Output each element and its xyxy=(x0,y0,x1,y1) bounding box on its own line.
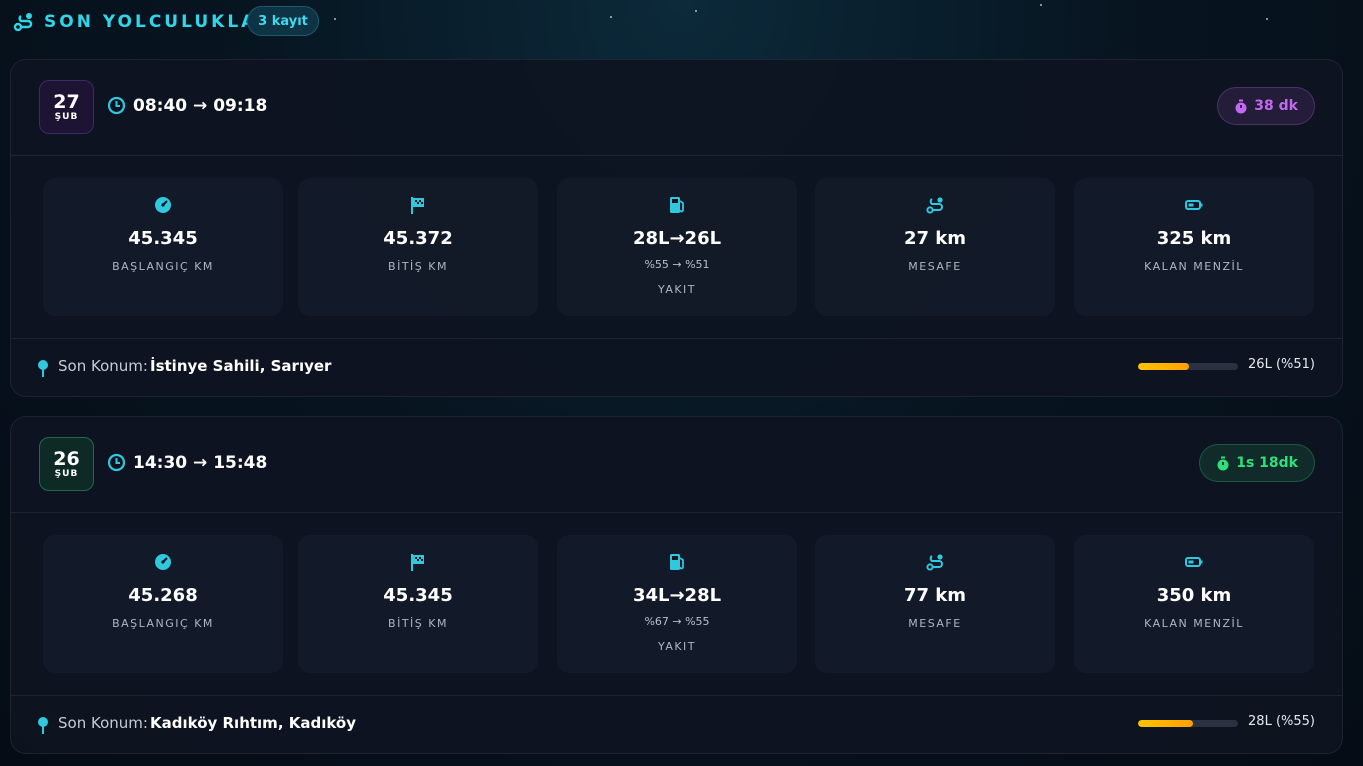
stat-label: MESAFE xyxy=(908,617,962,630)
location-label: Son Konum: xyxy=(58,357,148,375)
duration: 38 dk xyxy=(1254,98,1298,114)
stat-label: MESAFE xyxy=(908,260,962,273)
date-day: 26 xyxy=(53,448,80,470)
stat-value: 28L→26L xyxy=(632,228,722,249)
stat-label: YAKIT xyxy=(657,640,697,653)
stat-value: 34L→28L xyxy=(632,585,722,606)
stat-sub: %67 → %55 xyxy=(644,615,710,628)
trip-card: 27 ŞUB 08:40 → 09:18 38 dk 45.345 BAŞLANGIÇ K… xyxy=(10,59,1343,397)
divider xyxy=(11,695,1342,696)
clock-icon xyxy=(107,453,126,476)
stat-icon xyxy=(408,195,428,219)
stat-tile: 45.345 BAŞLANGIÇ KM xyxy=(43,178,283,316)
stat-icon xyxy=(925,195,945,219)
trip-time: 14:30 → 15:48 xyxy=(133,453,268,473)
stat-sub: %55 → %51 xyxy=(644,258,710,271)
stat-tile: 45.345 BİTİŞ KM xyxy=(298,535,538,673)
route-icon xyxy=(13,13,33,32)
duration-pill: 38 dk xyxy=(1217,87,1315,125)
fuel-bar-track xyxy=(1138,363,1238,370)
stat-icon xyxy=(1184,552,1204,576)
stat-tile: 27 km MESAFE xyxy=(815,178,1055,316)
divider xyxy=(11,338,1342,339)
stat-tile: 28L→26L %55 → %51 YAKIT xyxy=(557,178,797,316)
stat-tile: 350 km KALAN MENZİL xyxy=(1074,535,1314,673)
fuel-label: 26L (%51) xyxy=(1248,357,1315,372)
fuel-label: 28L (%55) xyxy=(1248,714,1315,729)
stat-icon xyxy=(667,195,687,219)
stat-label: BAŞLANGIÇ KM xyxy=(112,260,214,273)
stat-value: 45.345 xyxy=(128,228,198,249)
stat-tile: 45.268 BAŞLANGIÇ KM xyxy=(43,535,283,673)
date-day: 27 xyxy=(53,91,80,113)
stat-tile: 34L→28L %67 → %55 YAKIT xyxy=(557,535,797,673)
stat-icon xyxy=(153,195,173,219)
stat-label: BİTİŞ KM xyxy=(388,260,448,273)
date-month: ŞUB xyxy=(54,112,79,122)
stat-icon xyxy=(408,552,428,576)
stat-value: 45.345 xyxy=(383,585,453,606)
divider xyxy=(11,155,1342,156)
stat-tile: 77 km MESAFE xyxy=(815,535,1055,673)
location: İstinye Sahili, Sarıyer xyxy=(150,357,332,375)
location-label: Son Konum: xyxy=(58,714,148,732)
star xyxy=(1040,4,1042,6)
stat-value: 45.372 xyxy=(383,228,453,249)
stat-value: 77 km xyxy=(903,585,967,606)
date-badge: 27 ŞUB xyxy=(39,80,94,134)
stat-value: 325 km xyxy=(1156,228,1232,249)
stat-icon xyxy=(1184,195,1204,219)
stat-value: 45.268 xyxy=(128,585,198,606)
stat-label: KALAN MENZİL xyxy=(1144,617,1244,630)
divider xyxy=(11,512,1342,513)
stat-value: 27 km xyxy=(903,228,967,249)
trip-time: 08:40 → 09:18 xyxy=(133,96,268,116)
stat-value: 350 km xyxy=(1156,585,1232,606)
stat-label: BAŞLANGIÇ KM xyxy=(112,617,214,630)
stat-icon xyxy=(153,552,173,576)
location: Kadıköy Rıhtım, Kadıköy xyxy=(150,714,357,732)
fuel-bar xyxy=(1138,363,1189,370)
section-title: SON YOLCULUKLAR xyxy=(44,12,274,32)
star xyxy=(1266,18,1268,20)
duration-pill: 1s 18dk xyxy=(1199,444,1315,482)
pin-icon xyxy=(37,359,49,381)
duration: 1s 18dk xyxy=(1236,455,1298,471)
date-badge: 26 ŞUB xyxy=(39,437,94,491)
stat-label: YAKIT xyxy=(657,283,697,296)
star xyxy=(610,16,612,18)
date-month: ŞUB xyxy=(54,469,79,479)
stat-icon xyxy=(667,552,687,576)
star xyxy=(334,18,336,20)
fuel-bar xyxy=(1138,720,1193,727)
fuel-bar-track xyxy=(1138,720,1238,727)
stat-tile: 45.372 BİTİŞ KM xyxy=(298,178,538,316)
trip-card: 26 ŞUB 14:30 → 15:48 1s 18dk 45.268 BAŞLANGIÇ… xyxy=(10,416,1343,754)
stat-label: BİTİŞ KM xyxy=(388,617,448,630)
pin-icon xyxy=(37,716,49,738)
star xyxy=(695,10,697,12)
stat-icon xyxy=(925,552,945,576)
record-count: 3 kayıt xyxy=(247,6,319,36)
stat-label: KALAN MENZİL xyxy=(1144,260,1244,273)
clock-icon xyxy=(107,96,126,119)
stat-tile: 325 km KALAN MENZİL xyxy=(1074,178,1314,316)
